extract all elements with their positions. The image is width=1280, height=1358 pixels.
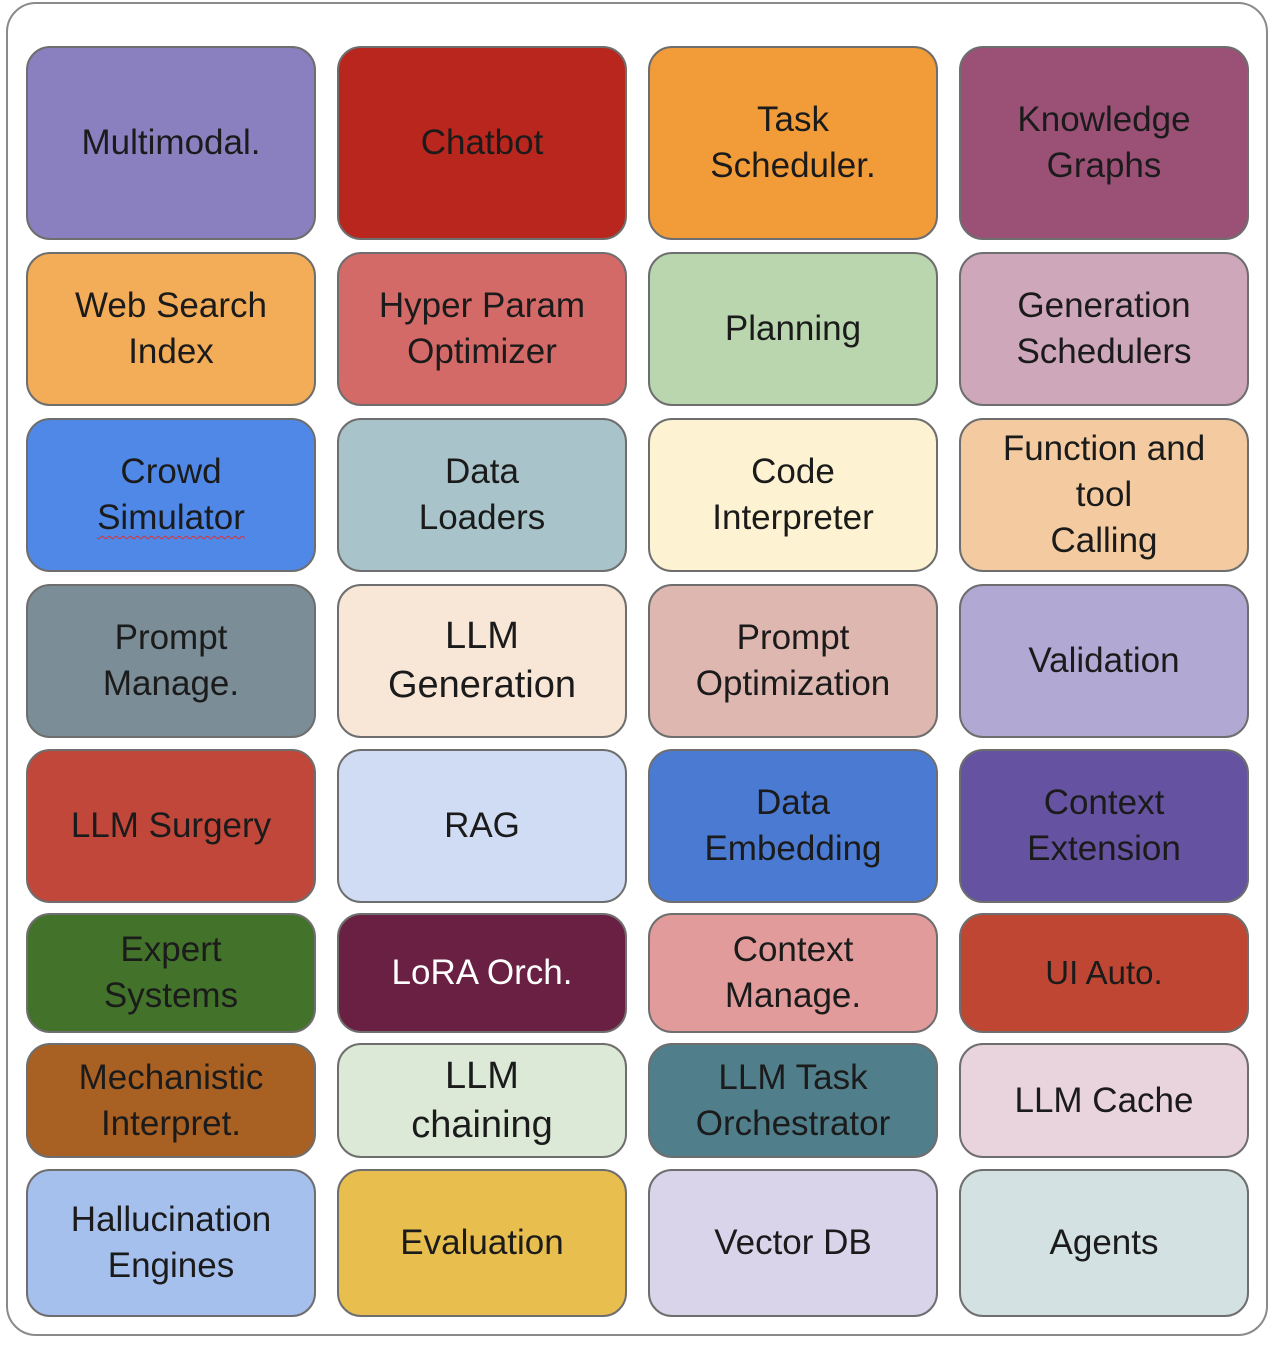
tile-data-embedding: Data Embedding: [648, 749, 938, 903]
tile-label-line: Graphs: [1046, 146, 1162, 185]
tile-llm-cache: LLM Cache: [959, 1043, 1249, 1158]
tile-label-line: LLM Task: [718, 1057, 868, 1097]
tile-prompt-optimization: Prompt Optimization: [648, 584, 938, 738]
tile-code-interpreter: Code Interpreter: [648, 418, 938, 572]
tile-function-and-tool-calling: Function and tool Calling: [959, 418, 1249, 572]
tile-label-line: LLM Surgery: [70, 806, 272, 845]
tile-label-line: Validation: [1028, 641, 1180, 680]
tile-label-line: Embedding: [704, 829, 882, 868]
tile-label-line: Manage.: [102, 664, 240, 703]
tile-label-line: Function and: [1002, 429, 1206, 468]
tile-label-line: Mechanistic: [78, 1057, 264, 1097]
tile-label-line: Data: [756, 783, 830, 822]
tile-planning: Planning: [648, 252, 938, 406]
tile-label-line: Evaluation: [400, 1223, 564, 1262]
tile-label-line: Knowledge: [1017, 100, 1191, 139]
tile-chatbot: Chatbot: [337, 46, 627, 240]
tile-label-line: Generation: [387, 664, 576, 706]
tile-label-line: Engines: [107, 1246, 235, 1285]
tile-label-line: LLM: [445, 1054, 519, 1097]
tile-validation: Validation: [959, 584, 1249, 738]
tile-label-line: Generation: [1017, 286, 1191, 325]
tile-label-line: tool: [1075, 475, 1133, 514]
tile-llm-surgery: LLM Surgery: [26, 749, 316, 903]
tile-hyper-param-optimizer: Hyper Param Optimizer: [337, 252, 627, 406]
tile-label-line: Data: [445, 452, 519, 491]
tile-llm-chaining: LLM chaining: [337, 1043, 627, 1158]
tile-label-line: Interpreter: [712, 498, 874, 537]
tile-label-line: Hallucination: [70, 1200, 272, 1239]
tile-label-line: LoRA Orch.: [391, 953, 573, 992]
tile-label-line: LLM: [445, 615, 519, 657]
tile-label-line: Expert: [120, 930, 222, 969]
tile-label-line: Orchestrator: [695, 1103, 891, 1143]
tile-label-line: Extension: [1027, 829, 1181, 868]
tile-task-scheduler: Task Scheduler.: [648, 46, 938, 240]
tile-knowledge-graphs: Knowledge Graphs: [959, 46, 1249, 240]
tile-label-line: Scheduler.: [710, 146, 876, 185]
tile-generation-schedulers: Generation Schedulers: [959, 252, 1249, 406]
tile-label-line: Chatbot: [420, 123, 544, 162]
tile-label-line: Optimization: [695, 664, 891, 703]
tile-label-line: Vector DB: [714, 1223, 872, 1262]
tile-web-search-index: Web Search Index: [26, 252, 316, 406]
tile-label-line: Prompt: [736, 618, 850, 657]
tile-label-line: Schedulers: [1016, 332, 1192, 371]
tile-context-manage: Context Manage.: [648, 913, 938, 1033]
tile-prompt-manage: Prompt Manage.: [26, 584, 316, 738]
tile-label-line: UI Auto.: [1045, 954, 1163, 991]
tile-expert-systems: Expert Systems: [26, 913, 316, 1033]
tile-context-extension: Context Extension: [959, 749, 1249, 903]
tile-label-line: Multimodal.: [81, 123, 261, 162]
tile-label-line: chaining: [411, 1103, 553, 1146]
tile-label-line: Index: [128, 332, 214, 371]
tile-label-line: Calling: [1050, 521, 1158, 560]
tile-label-line: Planning: [724, 309, 862, 348]
tile-llm-generation: LLM Generation: [337, 584, 627, 738]
tile-mechanistic-interpret: Mechanistic Interpret.: [26, 1043, 316, 1158]
tile-evaluation: Evaluation: [337, 1169, 627, 1317]
tile-rag: RAG: [337, 749, 627, 903]
tile-label-line: LLM Cache: [1014, 1080, 1194, 1120]
tile-label-line: Manage.: [724, 976, 862, 1015]
tile-llm-task-orchestrator: LLM Task Orchestrator: [648, 1043, 938, 1158]
tile-label-line: Crowd: [120, 452, 222, 491]
tile-label-line: Prompt: [114, 618, 228, 657]
tile-label-line: Web Search: [75, 286, 267, 325]
tile-crowd-simulator: Crowd Simulator: [26, 418, 316, 572]
tile-label-line: Agents: [1049, 1223, 1159, 1262]
tile-agents: Agents: [959, 1169, 1249, 1317]
tile-label-line: Loaders: [418, 498, 546, 537]
tile-vector-db: Vector DB: [648, 1169, 938, 1317]
tile-label-line: Context: [1043, 783, 1165, 822]
tile-multimodal: Multimodal.: [26, 46, 316, 240]
tile-label-line: Code: [751, 452, 835, 491]
tile-label-line: Hyper Param: [378, 286, 586, 325]
tile-label-line: Task: [757, 100, 829, 139]
tile-label-line: Interpret.: [100, 1103, 242, 1143]
tile-label-line: Optimizer: [407, 332, 557, 371]
tile-hallucination-engines: Hallucination Engines: [26, 1169, 316, 1317]
tile-lora-orch: LoRA Orch.: [337, 913, 627, 1033]
tile-data-loaders: Data Loaders: [337, 418, 627, 572]
tile-label-line: Systems: [103, 976, 239, 1015]
tile-label-line: RAG: [444, 806, 520, 845]
tile-label-line: Simulator: [97, 498, 245, 537]
tile-label-line: Context: [732, 930, 854, 969]
tile-ui-auto: UI Auto.: [959, 913, 1249, 1033]
